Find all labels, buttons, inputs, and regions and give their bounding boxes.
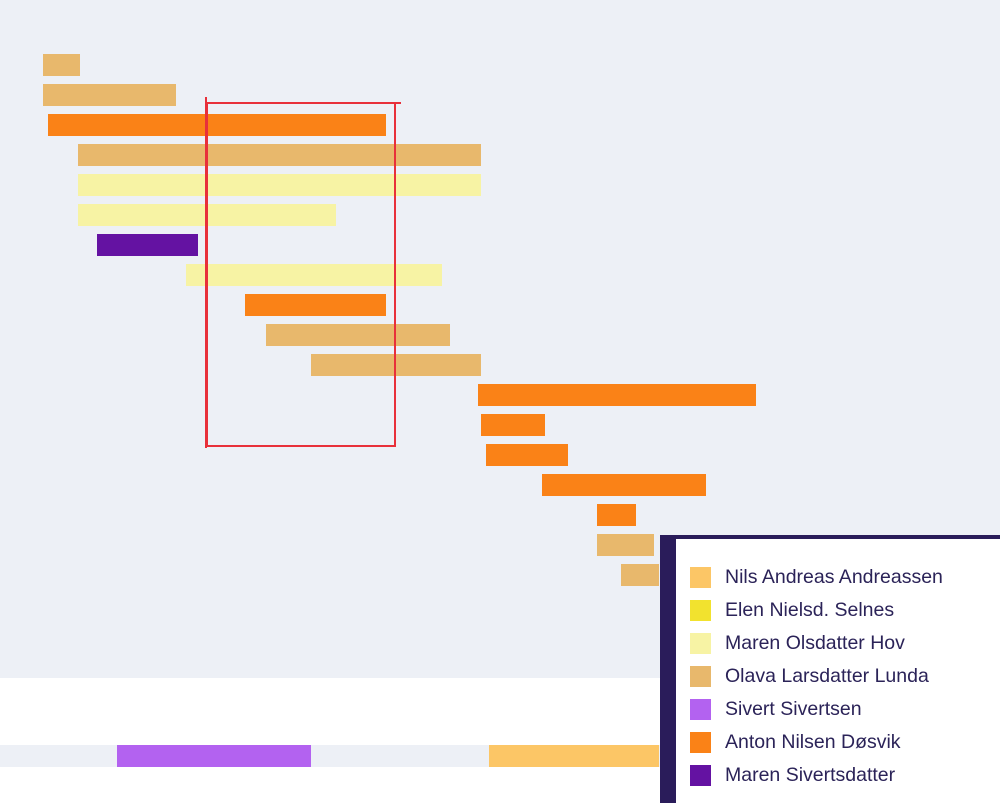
- legend-item[interactable]: Maren Sivertsdatter: [690, 759, 1000, 792]
- bars-group: [43, 54, 756, 586]
- timeline-bar[interactable]: [97, 234, 198, 256]
- timeline-bar[interactable]: [245, 294, 386, 316]
- timeline-bar[interactable]: [266, 324, 450, 346]
- legend-item[interactable]: Sivert Sivertsen: [690, 693, 1000, 726]
- legend-item[interactable]: Olava Larsdatter Lunda: [690, 660, 1000, 693]
- timeline-bar[interactable]: [78, 174, 481, 196]
- timeline-bar[interactable]: [621, 564, 659, 586]
- legend-swatch: [690, 600, 711, 621]
- timeline-bar[interactable]: [481, 414, 545, 436]
- timeline-bar[interactable]: [186, 264, 442, 286]
- legend-label: Maren Sivertsdatter: [725, 764, 896, 786]
- timeline-bar[interactable]: [486, 444, 568, 466]
- legend-swatch: [690, 633, 711, 654]
- timeline-bar[interactable]: [78, 144, 481, 166]
- legend-swatch: [690, 699, 711, 720]
- timeline-bar[interactable]: [478, 384, 756, 406]
- legend-item[interactable]: Nils Andreas Andreassen: [690, 561, 1000, 594]
- legend-swatch: [690, 567, 711, 588]
- legend-label: Sivert Sivertsen: [725, 698, 862, 720]
- legend-swatch: [690, 765, 711, 786]
- timeline-bar[interactable]: [43, 54, 80, 76]
- timeline-bar[interactable]: [542, 474, 706, 496]
- legend-item[interactable]: Anton Nilsen Døsvik: [690, 726, 1000, 759]
- overview-bar[interactable]: [117, 745, 311, 767]
- timeline-bar[interactable]: [597, 534, 654, 556]
- legend-item[interactable]: Elen Nielsd. Selnes: [690, 594, 1000, 627]
- timeline-bar[interactable]: [43, 84, 176, 106]
- legend-swatch: [690, 666, 711, 687]
- legend-label: Anton Nilsen Døsvik: [725, 731, 901, 753]
- legend-swatch: [690, 732, 711, 753]
- legend-label: Nils Andreas Andreassen: [725, 566, 943, 588]
- legend-label: Maren Olsdatter Hov: [725, 632, 905, 654]
- legend-item[interactable]: Maren Olsdatter Hov: [690, 627, 1000, 660]
- legend: Nils Andreas Andreassen Elen Nielsd. Sel…: [660, 535, 1000, 803]
- timeline-bar[interactable]: [597, 504, 636, 526]
- overview-bars-group: [117, 745, 659, 767]
- legend-label: Olava Larsdatter Lunda: [725, 665, 929, 687]
- legend-label: Elen Nielsd. Selnes: [725, 599, 895, 621]
- overview-bar[interactable]: [489, 745, 659, 767]
- selection-rectangle[interactable]: [205, 97, 401, 448]
- timeline-bar[interactable]: [48, 114, 386, 136]
